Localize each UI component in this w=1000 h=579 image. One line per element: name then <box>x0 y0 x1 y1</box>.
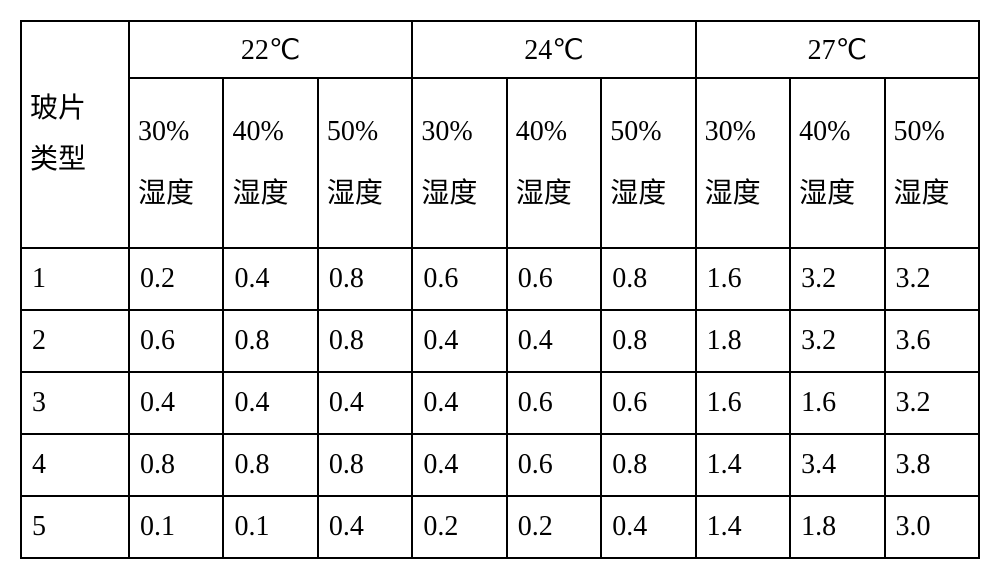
row-index: 3 <box>21 372 129 434</box>
data-cell: 0.8 <box>129 434 223 496</box>
hum-header-0-0: 30%湿度 <box>129 78 223 248</box>
data-cell: 3.2 <box>790 248 884 310</box>
data-cell: 0.8 <box>318 434 412 496</box>
data-cell: 1.4 <box>696 434 790 496</box>
data-cell: 3.2 <box>885 372 980 434</box>
data-cell: 0.8 <box>318 248 412 310</box>
data-cell: 0.4 <box>223 372 317 434</box>
data-cell: 0.6 <box>601 372 695 434</box>
data-cell: 1.6 <box>696 248 790 310</box>
data-cell: 1.4 <box>696 496 790 558</box>
row-index: 4 <box>21 434 129 496</box>
data-cell: 0.6 <box>129 310 223 372</box>
hum-header-1-1: 40%湿度 <box>507 78 601 248</box>
data-cell: 0.2 <box>507 496 601 558</box>
row-index: 1 <box>21 248 129 310</box>
data-cell: 0.8 <box>223 310 317 372</box>
table-row: 1 0.2 0.4 0.8 0.6 0.6 0.8 1.6 3.2 3.2 <box>21 248 979 310</box>
hum-header-1-0: 30%湿度 <box>412 78 506 248</box>
hum-header-2-0: 30%湿度 <box>696 78 790 248</box>
data-cell: 0.8 <box>601 248 695 310</box>
data-cell: 3.6 <box>885 310 980 372</box>
table-row: 4 0.8 0.8 0.8 0.4 0.6 0.8 1.4 3.4 3.8 <box>21 434 979 496</box>
data-cell: 1.8 <box>790 496 884 558</box>
row-index: 5 <box>21 496 129 558</box>
data-cell: 3.8 <box>885 434 980 496</box>
header-row-2: 30%湿度 40%湿度 50%湿度 30%湿度 40%湿度 50%湿度 30%湿… <box>21 78 979 248</box>
table-row: 5 0.1 0.1 0.4 0.2 0.2 0.4 1.4 1.8 3.0 <box>21 496 979 558</box>
temp-header-1: 24℃ <box>412 21 695 78</box>
data-cell: 0.2 <box>412 496 506 558</box>
data-cell: 0.8 <box>318 310 412 372</box>
data-cell: 0.6 <box>507 248 601 310</box>
data-cell: 0.4 <box>412 310 506 372</box>
data-cell: 0.1 <box>223 496 317 558</box>
data-cell: 0.4 <box>318 496 412 558</box>
hum-header-2-1: 40%湿度 <box>790 78 884 248</box>
row-index: 2 <box>21 310 129 372</box>
hum-header-2-2: 50%湿度 <box>885 78 980 248</box>
data-cell: 3.2 <box>885 248 980 310</box>
data-cell: 0.8 <box>601 434 695 496</box>
table-row: 3 0.4 0.4 0.4 0.4 0.6 0.6 1.6 1.6 3.2 <box>21 372 979 434</box>
data-cell: 0.4 <box>129 372 223 434</box>
data-cell: 0.6 <box>507 372 601 434</box>
temp-header-0: 22℃ <box>129 21 412 78</box>
data-cell: 0.4 <box>412 434 506 496</box>
table-row: 2 0.6 0.8 0.8 0.4 0.4 0.8 1.8 3.2 3.6 <box>21 310 979 372</box>
data-table: 玻片类型 22℃ 24℃ 27℃ 30%湿度 40%湿度 50%湿度 30%湿度… <box>20 20 980 559</box>
hum-header-0-2: 50%湿度 <box>318 78 412 248</box>
data-cell: 0.4 <box>507 310 601 372</box>
data-cell: 1.8 <box>696 310 790 372</box>
data-cell: 0.4 <box>223 248 317 310</box>
data-cell: 3.2 <box>790 310 884 372</box>
data-cell: 0.4 <box>601 496 695 558</box>
hum-header-0-1: 40%湿度 <box>223 78 317 248</box>
data-cell: 0.4 <box>412 372 506 434</box>
hum-header-1-2: 50%湿度 <box>601 78 695 248</box>
data-cell: 3.0 <box>885 496 980 558</box>
data-cell: 0.6 <box>507 434 601 496</box>
data-cell: 1.6 <box>696 372 790 434</box>
data-cell: 0.6 <box>412 248 506 310</box>
header-row-1: 玻片类型 22℃ 24℃ 27℃ <box>21 21 979 78</box>
data-cell: 0.8 <box>223 434 317 496</box>
data-cell: 3.4 <box>790 434 884 496</box>
row-label-header: 玻片类型 <box>21 21 129 248</box>
temp-header-2: 27℃ <box>696 21 979 78</box>
data-cell: 0.4 <box>318 372 412 434</box>
data-cell: 1.6 <box>790 372 884 434</box>
data-cell: 0.1 <box>129 496 223 558</box>
data-cell: 0.8 <box>601 310 695 372</box>
data-cell: 0.2 <box>129 248 223 310</box>
